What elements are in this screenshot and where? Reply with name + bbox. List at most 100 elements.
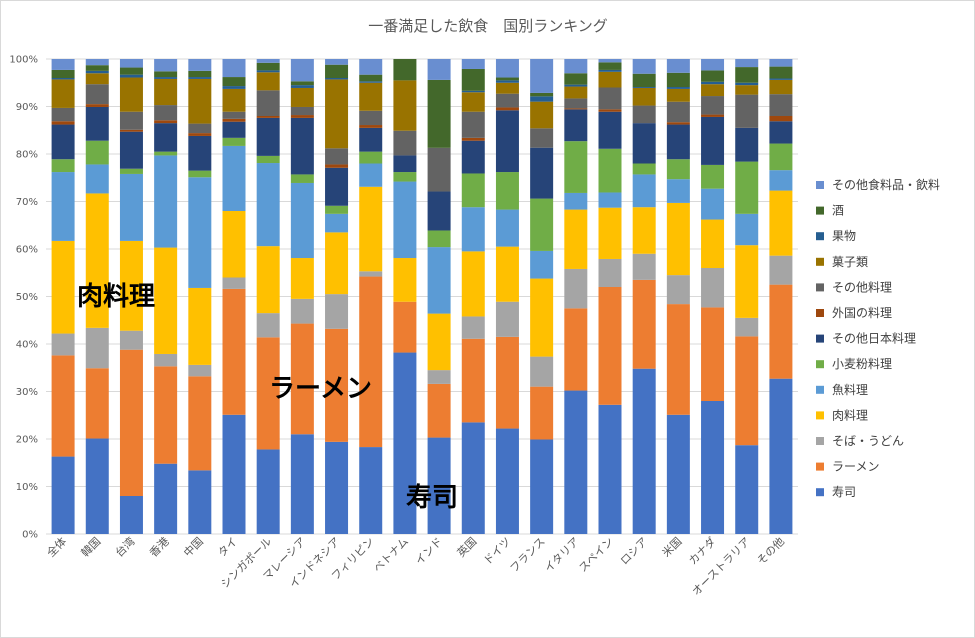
bar-segment <box>769 170 793 191</box>
bar-segment <box>188 376 212 471</box>
bar-segment <box>530 128 554 148</box>
bar-segment <box>427 191 451 231</box>
bar-segment <box>51 333 75 356</box>
bar-segment <box>495 80 519 83</box>
bar-segment <box>666 304 690 415</box>
bar-segment <box>530 96 554 102</box>
bar-segment <box>735 213 759 246</box>
bar-segment <box>51 124 75 160</box>
bar-segment <box>495 301 519 337</box>
bar-segment <box>666 159 690 180</box>
bar-segment <box>701 59 725 71</box>
x-tick-label: 台湾 <box>112 534 137 559</box>
bar-segment <box>769 79 793 95</box>
bar-segment <box>85 164 109 194</box>
bar-segment <box>769 66 793 79</box>
bar-segment <box>632 87 656 88</box>
bar-segment <box>666 88 690 102</box>
bar-segment <box>256 62 280 71</box>
bar-segment <box>564 108 588 110</box>
y-tick-label: 80% <box>16 150 38 161</box>
bar-segment <box>427 313 451 371</box>
chart-title: 一番満足した飲食 国別ランキング <box>368 17 608 35</box>
bar-segment <box>119 131 143 169</box>
bar-segment <box>119 74 143 78</box>
x-tick-label: スペイン <box>576 535 616 575</box>
bar-segment <box>359 125 383 128</box>
bar-segment <box>701 307 725 401</box>
bar-segment <box>256 72 280 91</box>
bar-segment <box>154 71 178 78</box>
bar-segment <box>701 114 725 117</box>
legend: その他食料品・飲料酒果物菓子類その他料理外国の料理その他日本料理小麦粉料理魚料理… <box>816 177 940 499</box>
bar-segment <box>735 445 759 534</box>
bar-segment <box>256 117 280 156</box>
bar-segment <box>461 207 485 252</box>
bar-segment <box>290 81 314 86</box>
bar-segment <box>325 232 349 295</box>
bar-segment <box>598 59 622 63</box>
y-tick-label: 40% <box>16 340 38 351</box>
bar-segment <box>51 121 75 125</box>
bar-segment <box>530 198 554 251</box>
bar-segment <box>85 84 109 105</box>
bar-segment <box>119 240 143 331</box>
bar-segment <box>735 127 759 162</box>
bar-segment <box>256 70 280 73</box>
bar-segment <box>188 135 212 171</box>
x-tick-label: ベトナム <box>371 535 411 575</box>
bar-segment <box>735 82 759 86</box>
bar-segment <box>769 143 793 171</box>
bar-segment <box>427 247 451 314</box>
legend-swatch <box>816 360 824 369</box>
bar-segment <box>359 151 383 164</box>
bar-segment <box>495 110 519 173</box>
bar-segment <box>119 59 143 68</box>
bar-segment <box>632 207 656 254</box>
y-tick-label: 70% <box>16 197 38 208</box>
bar-segment <box>564 390 588 534</box>
bar-segment <box>701 96 725 115</box>
bar-segment <box>495 172 519 210</box>
bar-segment <box>461 68 485 91</box>
bar-segment <box>256 90 280 116</box>
bar-segment <box>735 67 759 83</box>
bar-segment <box>632 253 656 280</box>
bar-segment <box>188 70 212 78</box>
legend-swatch <box>816 334 824 343</box>
bar-segment <box>564 209 588 269</box>
bar-segment <box>256 163 280 247</box>
y-tick-label: 90% <box>16 102 38 113</box>
bar-segment <box>188 364 212 377</box>
bar-segment <box>256 337 280 450</box>
bar-segment <box>427 370 451 384</box>
bar-segment <box>495 428 519 534</box>
bar-segment <box>325 64 349 78</box>
bar-segment <box>290 117 314 175</box>
bar-segment <box>154 463 178 534</box>
bar-segment <box>51 78 75 80</box>
bar-segment <box>495 59 519 78</box>
x-tick-label: カナダ <box>685 534 718 567</box>
bar-segment <box>51 172 75 241</box>
bar-segment <box>598 207 622 259</box>
bar-segment <box>256 155 280 164</box>
bar-segment <box>359 163 383 187</box>
legend-entry: そば・うどん <box>832 434 904 448</box>
bar-segment <box>701 401 725 534</box>
bar-segment <box>461 338 485 423</box>
bar-segment <box>427 383 451 438</box>
bar-segment <box>119 67 143 75</box>
bar-segment <box>256 313 280 338</box>
bar-segment <box>461 316 485 339</box>
bar-segment <box>51 240 75 334</box>
bar-segment <box>735 94 759 128</box>
bar-segment <box>427 59 451 80</box>
bar-segment <box>495 336 519 429</box>
bar-segment <box>495 82 519 94</box>
bar-segment <box>598 71 622 88</box>
bar-segment <box>564 84 588 87</box>
bar-segment <box>735 85 759 95</box>
bar-segment <box>564 308 588 391</box>
bar-segment <box>51 79 75 108</box>
